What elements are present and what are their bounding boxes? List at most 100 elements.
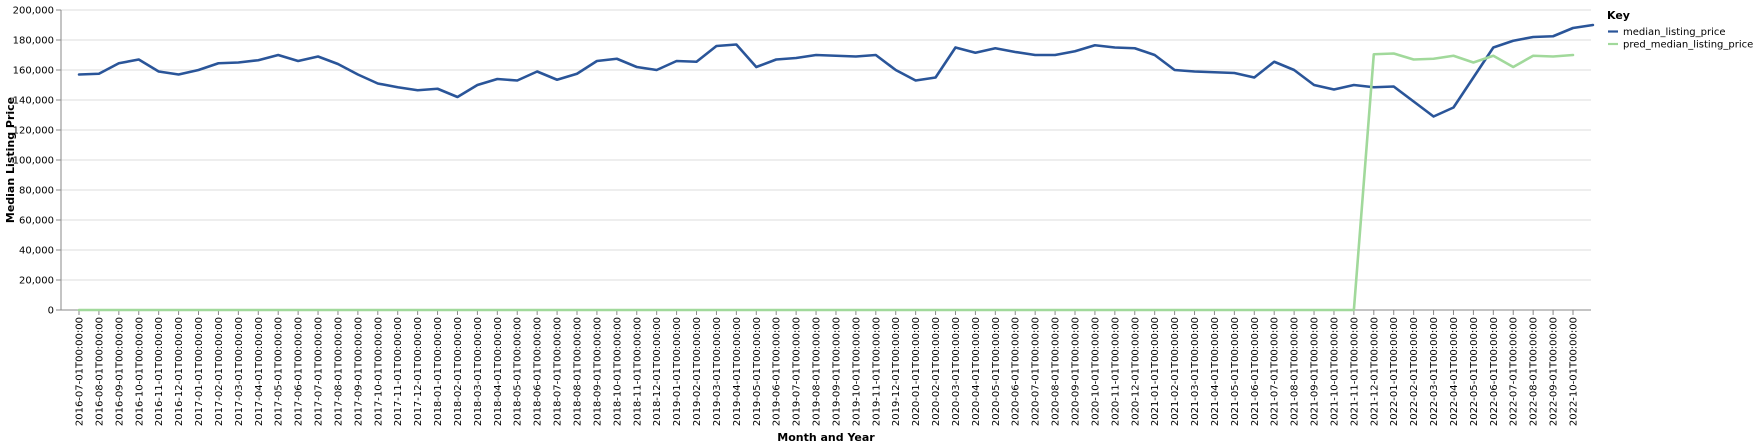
y-tick-label: 80,000 [19, 186, 54, 197]
x-tick-label: 2017-11-01T00:00:00 [393, 317, 404, 426]
x-tick-label: 2019-05-01T00:00:00 [752, 317, 763, 426]
x-tick-label: 2022-07-01T00:00:00 [1509, 317, 1520, 426]
x-tick-label: 2021-11-01T00:00:00 [1349, 317, 1360, 426]
x-tick-label: 2017-12-01T00:00:00 [413, 317, 424, 426]
x-tick-label: 2020-02-01T00:00:00 [931, 317, 942, 426]
x-axis: 2016-07-01T00:00:00 2016-08-01T00:00:00 20… [61, 309, 1591, 426]
x-tick-label: 2016-08-01T00:00:00 [94, 317, 105, 426]
x-tick-label: 2018-07-01T00:00:00 [553, 317, 564, 426]
x-tick-label: 2020-09-01T00:00:00 [1071, 317, 1082, 426]
x-tick-label: 2021-08-01T00:00:00 [1290, 317, 1301, 426]
x-tick-label: 2021-07-01T00:00:00 [1270, 317, 1281, 426]
x-tick-label: 2019-02-01T00:00:00 [692, 317, 703, 426]
x-tick-label: 2021-02-01T00:00:00 [1170, 317, 1181, 426]
x-tick-label: 2018-06-01T00:00:00 [533, 317, 544, 426]
x-tick-label: 2020-08-01T00:00:00 [1051, 317, 1062, 426]
x-tick-label: 2018-08-01T00:00:00 [573, 317, 584, 426]
x-tick-label: 2021-12-01T00:00:00 [1369, 317, 1380, 426]
y-tick-label: 140,000 [13, 96, 54, 107]
x-tick-label: 2018-05-01T00:00:00 [513, 317, 524, 426]
x-axis-title: Month and Year [777, 431, 875, 444]
legend[interactable]: Key median_listing_price pred_median_list… [1607, 9, 1753, 51]
x-tick-label: 2021-01-01T00:00:00 [1150, 317, 1161, 426]
x-tick-label: 2016-10-01T00:00:00 [134, 317, 145, 426]
x-tick-label: 2018-09-01T00:00:00 [592, 317, 603, 426]
x-tick-label: 2017-09-01T00:00:00 [353, 317, 364, 426]
y-axis-title: Median Listing Price [4, 97, 17, 223]
x-tick-label: 2022-08-01T00:00:00 [1529, 317, 1540, 426]
x-tick-label: 2020-03-01T00:00:00 [951, 317, 962, 426]
x-tick-label: 2022-01-01T00:00:00 [1389, 317, 1400, 426]
y-axis: 0 20,000 40,000 60,000 80,000 100,000 120,000 1… [13, 6, 62, 317]
x-tick-label: 2019-03-01T00:00:00 [712, 317, 723, 426]
y-tick-label: 200,000 [13, 6, 54, 17]
x-tick-label: 2016-12-01T00:00:00 [174, 317, 185, 426]
x-tick-label: 2016-11-01T00:00:00 [154, 317, 165, 426]
x-tick-label: 2022-05-01T00:00:00 [1469, 317, 1480, 426]
x-tick-label: 2021-05-01T00:00:00 [1230, 317, 1241, 426]
x-tick-label: 2018-12-01T00:00:00 [652, 317, 663, 426]
x-tick-label: 2021-10-01T00:00:00 [1329, 317, 1340, 426]
x-tick-label: 2017-07-01T00:00:00 [314, 317, 325, 426]
y-tick-label: 100,000 [13, 156, 54, 167]
x-tick-label: 2017-04-01T00:00:00 [254, 317, 265, 426]
x-tick-label: 2019-04-01T00:00:00 [732, 317, 743, 426]
x-tick-label: 2020-12-01T00:00:00 [1130, 317, 1141, 426]
legend-label-median_listing_price: median_listing_price [1623, 27, 1726, 38]
y-tick-label: 0 [48, 306, 54, 317]
y-tick-label: 180,000 [13, 36, 54, 47]
x-tick-label: 2022-06-01T00:00:00 [1489, 317, 1500, 426]
x-tick-label: 2017-01-01T00:00:00 [194, 317, 205, 426]
x-tick-label: 2016-07-01T00:00:00 [75, 317, 86, 426]
x-tick-label: 2020-10-01T00:00:00 [1090, 317, 1101, 426]
x-tick-label: 2020-05-01T00:00:00 [991, 317, 1002, 426]
x-tick-label: 2019-09-01T00:00:00 [831, 317, 842, 426]
x-tick-label: 2022-09-01T00:00:00 [1549, 317, 1560, 426]
x-tick-label: 2020-01-01T00:00:00 [911, 317, 922, 426]
legend-title: Key [1607, 9, 1630, 22]
x-tick-label: 2022-02-01T00:00:00 [1409, 317, 1420, 426]
gridlines [61, 9, 1591, 311]
x-tick-label: 2022-04-01T00:00:00 [1449, 317, 1460, 426]
x-tick-label: 2019-07-01T00:00:00 [792, 317, 803, 426]
x-tick-label: 2021-06-01T00:00:00 [1250, 317, 1261, 426]
x-tick-label: 2019-10-01T00:00:00 [851, 317, 862, 426]
x-tick-label: 2018-10-01T00:00:00 [612, 317, 623, 426]
x-tick-label: 2017-03-01T00:00:00 [234, 317, 245, 426]
x-tick-label: 2017-10-01T00:00:00 [373, 317, 384, 426]
x-tick-label: 2017-05-01T00:00:00 [274, 317, 285, 426]
x-tick-label: 2018-03-01T00:00:00 [473, 317, 484, 426]
y-tick-label: 120,000 [13, 126, 54, 137]
x-tick-label: 2018-02-01T00:00:00 [453, 317, 464, 426]
x-tick-label: 2022-03-01T00:00:00 [1429, 317, 1440, 426]
x-tick-label: 2019-01-01T00:00:00 [672, 317, 683, 426]
x-tick-label: 2017-02-01T00:00:00 [214, 317, 225, 426]
x-tick-label: 2018-11-01T00:00:00 [632, 317, 643, 426]
x-tick-label: 2020-11-01T00:00:00 [1110, 317, 1121, 426]
series-line-pred_median_listing_price [77, 52, 1575, 312]
y-tick-label: 60,000 [19, 216, 54, 227]
x-tick-label: 2019-06-01T00:00:00 [772, 317, 783, 426]
x-tick-label: 2019-08-01T00:00:00 [812, 317, 823, 426]
x-tick-label: 2018-04-01T00:00:00 [493, 317, 504, 426]
legend-label-pred_median_listing_price: pred_median_listing_price [1623, 40, 1753, 51]
series-line-median_listing_price [77, 23, 1595, 118]
x-tick-label: 2021-09-01T00:00:00 [1310, 317, 1321, 426]
x-tick-label: 2019-12-01T00:00:00 [891, 317, 902, 426]
x-tick-label: 2020-04-01T00:00:00 [971, 317, 982, 426]
x-tick-label: 2018-01-01T00:00:00 [433, 317, 444, 426]
x-tick-label: 2017-06-01T00:00:00 [294, 317, 305, 426]
x-tick-label: 2020-07-01T00:00:00 [1031, 317, 1042, 426]
x-tick-label: 2020-06-01T00:00:00 [1011, 317, 1022, 426]
x-tick-label: 2021-03-01T00:00:00 [1190, 317, 1201, 426]
x-tick-label: 2019-11-01T00:00:00 [871, 317, 882, 426]
x-tick-label: 2021-04-01T00:00:00 [1210, 317, 1221, 426]
series-lines [77, 23, 1595, 312]
y-tick-label: 40,000 [19, 246, 54, 257]
y-tick-label: 160,000 [13, 66, 54, 77]
x-tick-label: 2022-10-01T00:00:00 [1569, 317, 1580, 426]
x-tick-label: 2017-08-01T00:00:00 [333, 317, 344, 426]
y-tick-label: 20,000 [19, 276, 54, 287]
x-tick-label: 2016-09-01T00:00:00 [114, 317, 125, 426]
